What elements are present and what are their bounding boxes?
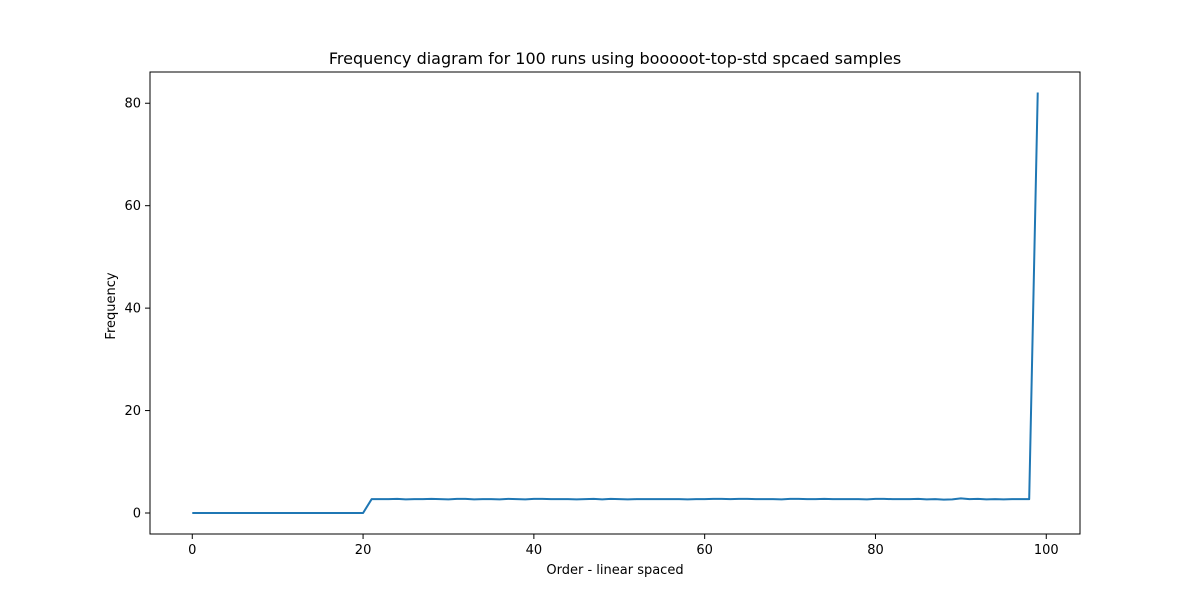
- x-axis-label: Order - linear spaced: [546, 563, 683, 578]
- x-tick-label: 60: [696, 543, 713, 558]
- x-tick-label: 100: [1034, 543, 1059, 558]
- y-tick-label: 80: [124, 97, 141, 112]
- x-tick-label: 40: [526, 543, 543, 558]
- series-line-0: [192, 92, 1039, 514]
- y-axis-label: Frequency: [104, 272, 119, 339]
- y-tick-label: 0: [133, 507, 141, 522]
- chart-title: Frequency diagram for 100 runs using boo…: [329, 49, 901, 68]
- plot-area: 0 20 40 60 80 100 0 20 40 60 80: [124, 71, 1081, 558]
- y-tick-label: 60: [124, 199, 141, 214]
- y-tick-label: 40: [124, 302, 141, 317]
- x-tick-label: 80: [867, 543, 884, 558]
- y-tick-label: 20: [124, 404, 141, 419]
- x-tick-label: 20: [355, 543, 372, 558]
- x-tick-label: 0: [188, 543, 196, 558]
- plot-frame: [149, 71, 1081, 535]
